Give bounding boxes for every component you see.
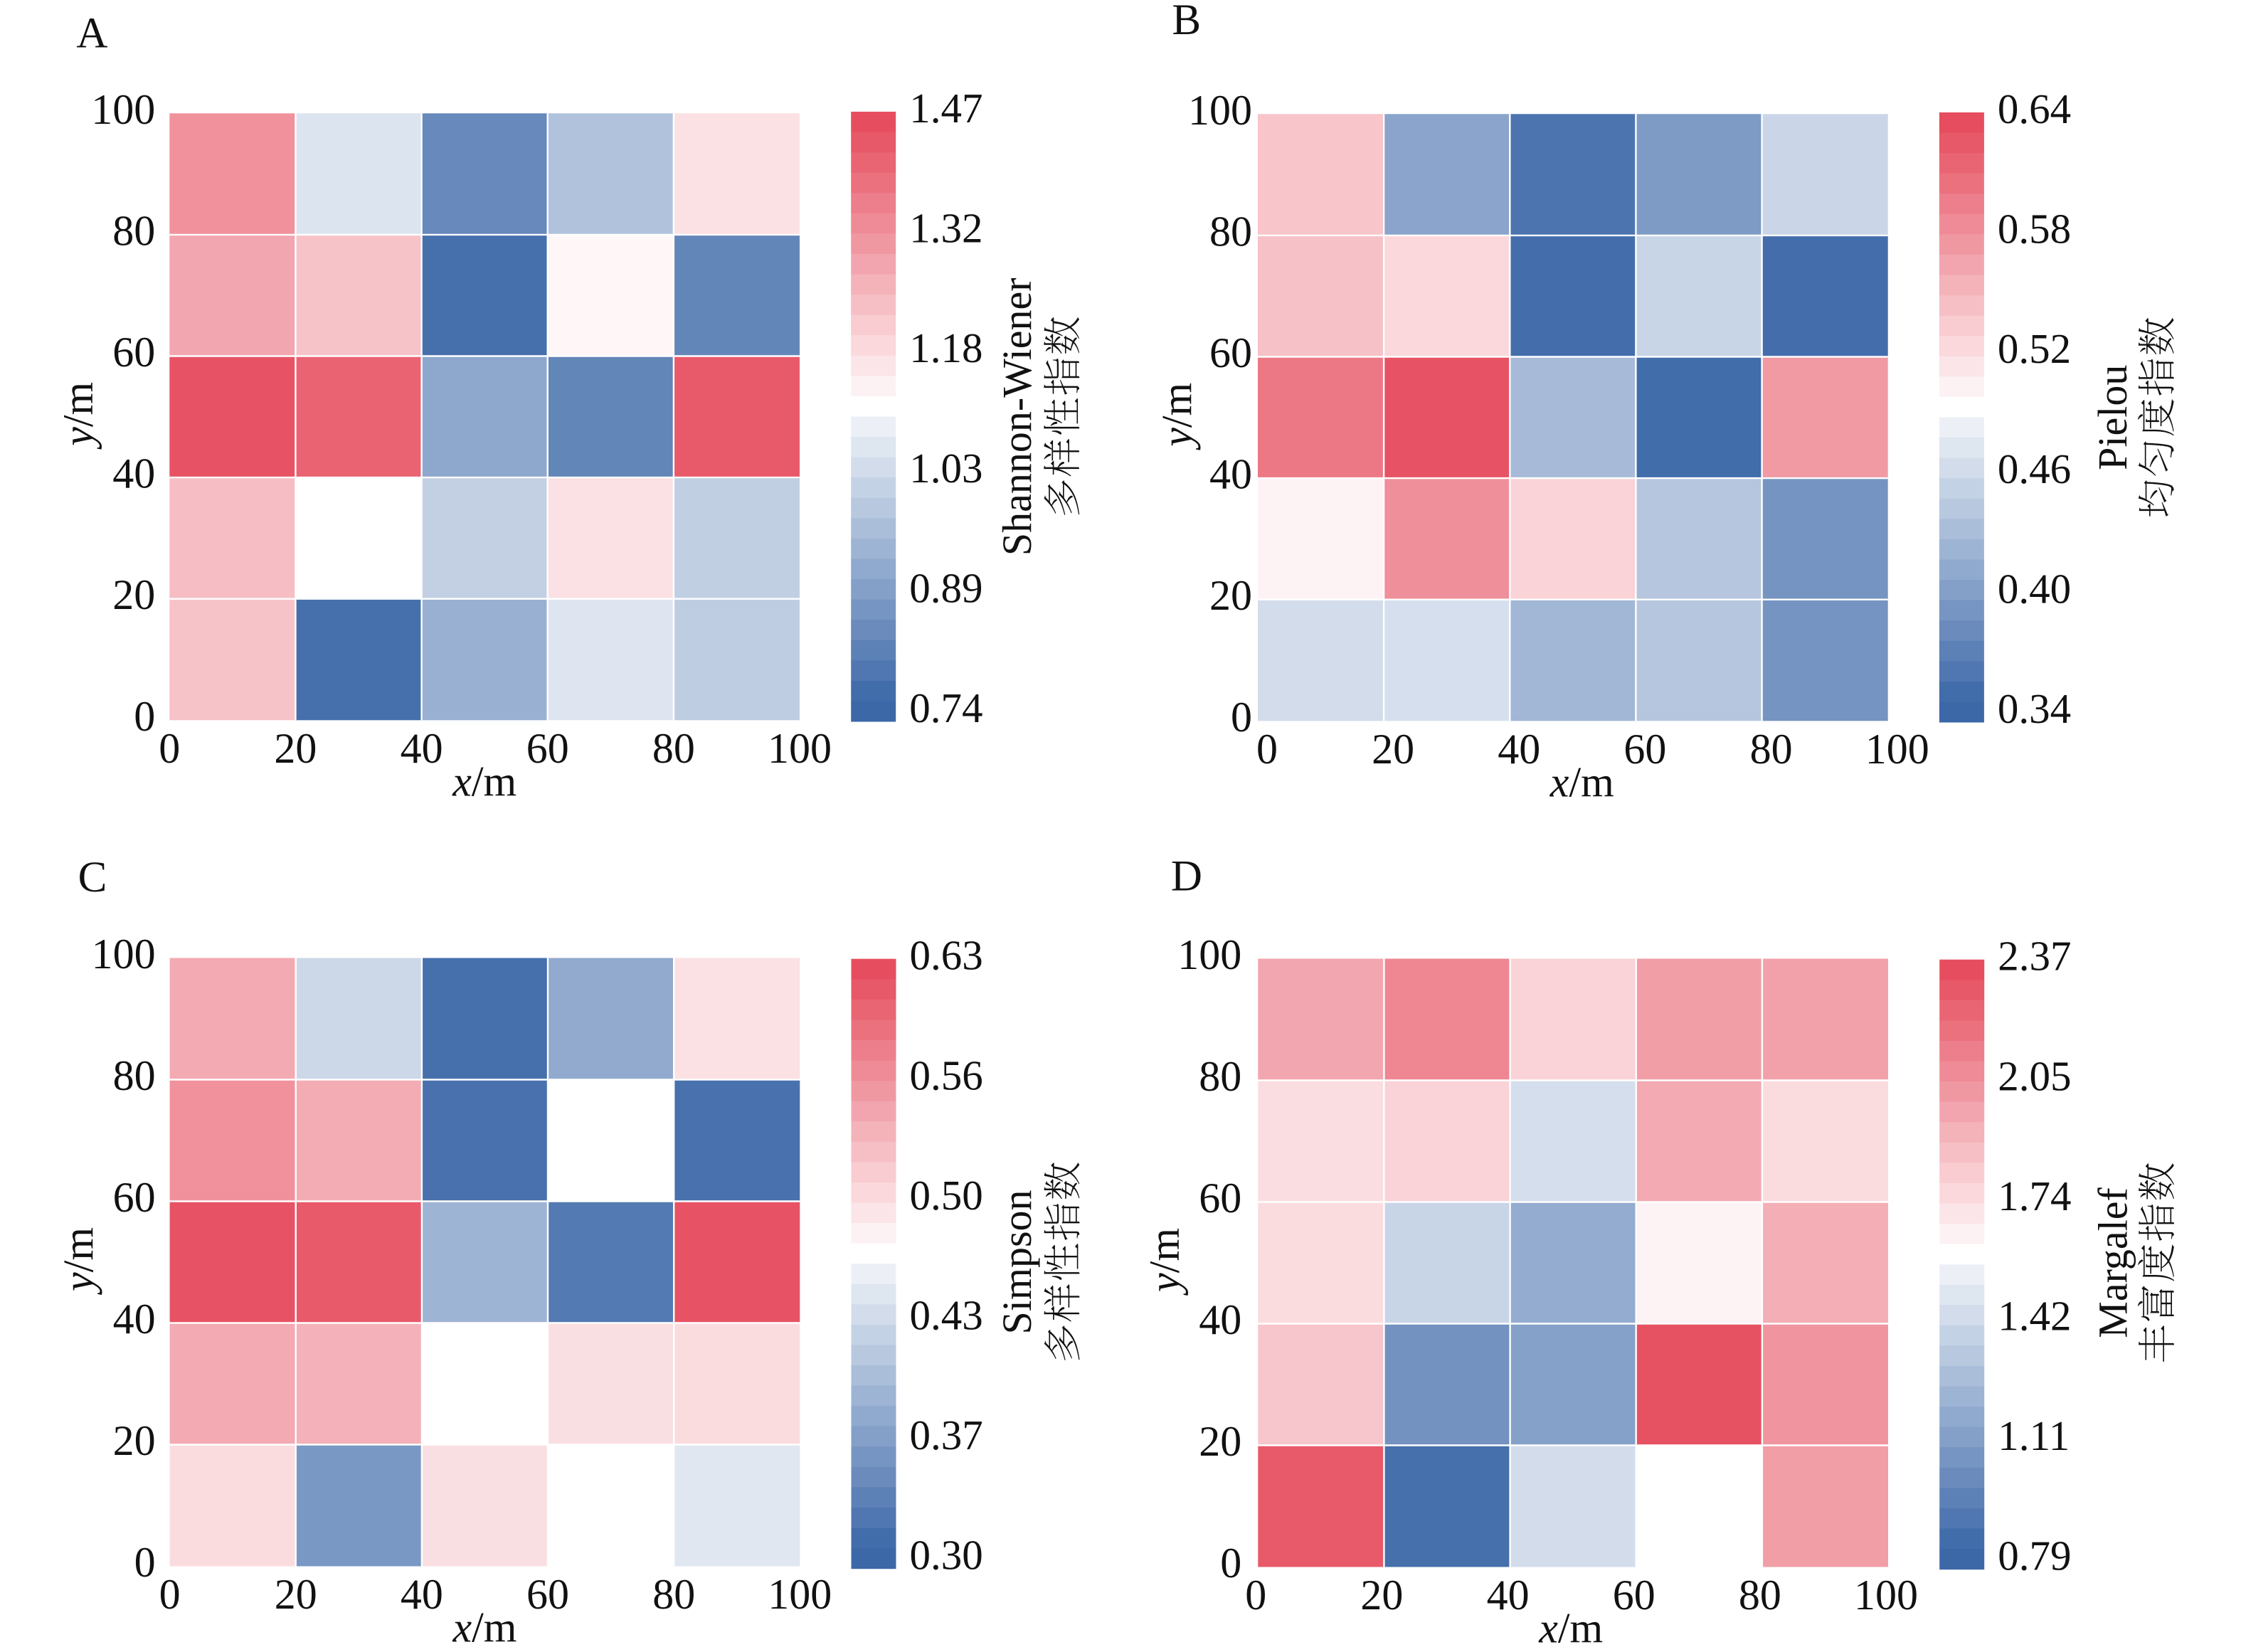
svg-text:Pielou: Pielou bbox=[2089, 365, 2136, 470]
svg-text:80: 80 bbox=[652, 725, 695, 772]
svg-text:100: 100 bbox=[1188, 87, 1252, 134]
svg-text:0.63: 0.63 bbox=[910, 932, 983, 979]
svg-text:40: 40 bbox=[1209, 451, 1252, 498]
svg-text:60: 60 bbox=[1623, 726, 1666, 773]
svg-text:60: 60 bbox=[526, 1571, 569, 1618]
svg-text:1.11: 1.11 bbox=[1998, 1412, 2070, 1459]
svg-text:60: 60 bbox=[113, 1174, 156, 1221]
svg-text:80: 80 bbox=[1739, 1572, 1781, 1619]
svg-text:Simpson: Simpson bbox=[994, 1190, 1040, 1334]
svg-text:60: 60 bbox=[1209, 329, 1252, 376]
svg-text:C: C bbox=[78, 854, 107, 901]
svg-text:0.74: 0.74 bbox=[909, 684, 982, 731]
svg-text:40: 40 bbox=[401, 1571, 443, 1618]
svg-text:100: 100 bbox=[1177, 931, 1241, 978]
svg-text:0.34: 0.34 bbox=[1998, 685, 2071, 732]
svg-text:0.50: 0.50 bbox=[910, 1172, 983, 1219]
svg-text:B: B bbox=[1172, 0, 1201, 44]
svg-text:0.58: 0.58 bbox=[1998, 206, 2071, 253]
svg-text:0.30: 0.30 bbox=[910, 1532, 983, 1579]
svg-text:20: 20 bbox=[1372, 726, 1414, 773]
svg-text:80: 80 bbox=[113, 1052, 156, 1099]
svg-text:80: 80 bbox=[112, 207, 155, 254]
svg-text:40: 40 bbox=[1199, 1296, 1241, 1343]
svg-text:0: 0 bbox=[1256, 726, 1278, 773]
svg-text:1.74: 1.74 bbox=[1998, 1172, 2071, 1219]
svg-text:0.64: 0.64 bbox=[1998, 85, 2071, 132]
svg-text:Shannon-Wiener: Shannon-Wiener bbox=[994, 277, 1040, 556]
svg-text:y/m: y/m bbox=[1141, 1228, 1188, 1296]
svg-text:y/m: y/m bbox=[55, 382, 102, 450]
svg-text:20: 20 bbox=[112, 571, 155, 618]
svg-text:60: 60 bbox=[1613, 1572, 1655, 1619]
svg-text:2.05: 2.05 bbox=[1998, 1052, 2071, 1099]
svg-text:100: 100 bbox=[91, 86, 155, 133]
svg-text:60: 60 bbox=[112, 329, 155, 376]
svg-text:20: 20 bbox=[275, 1571, 317, 1618]
svg-text:20: 20 bbox=[1360, 1572, 1403, 1619]
svg-text:x/m: x/m bbox=[1549, 758, 1614, 805]
svg-text:60: 60 bbox=[1199, 1175, 1241, 1222]
svg-text:40: 40 bbox=[401, 725, 443, 772]
svg-text:0.40: 0.40 bbox=[1998, 565, 2071, 612]
svg-text:D: D bbox=[1171, 853, 1202, 901]
svg-text:0.46: 0.46 bbox=[1998, 445, 2071, 492]
svg-text:20: 20 bbox=[1199, 1418, 1241, 1465]
svg-text:0: 0 bbox=[159, 725, 180, 772]
svg-text:1.42: 1.42 bbox=[1998, 1293, 2071, 1340]
svg-text:0: 0 bbox=[134, 693, 155, 740]
svg-text:40: 40 bbox=[112, 450, 155, 497]
svg-text:40: 40 bbox=[1498, 726, 1540, 773]
svg-text:0: 0 bbox=[134, 1539, 156, 1586]
svg-text:100: 100 bbox=[1854, 1572, 1918, 1619]
svg-text:0.56: 0.56 bbox=[910, 1052, 983, 1098]
svg-text:0: 0 bbox=[1231, 694, 1252, 741]
svg-text:Margalef: Margalef bbox=[2089, 1187, 2136, 1338]
svg-text:y/m: y/m bbox=[1154, 383, 1201, 451]
svg-text:100: 100 bbox=[92, 931, 156, 978]
svg-text:80: 80 bbox=[1750, 726, 1793, 773]
svg-text:40: 40 bbox=[113, 1296, 156, 1343]
svg-text:x/m: x/m bbox=[452, 758, 516, 805]
svg-text:0.79: 0.79 bbox=[1998, 1532, 2071, 1579]
svg-text:60: 60 bbox=[526, 725, 569, 772]
svg-text:20: 20 bbox=[113, 1417, 156, 1464]
svg-text:1.18: 1.18 bbox=[909, 324, 982, 371]
svg-text:0.43: 0.43 bbox=[910, 1292, 983, 1339]
svg-text:100: 100 bbox=[768, 1571, 832, 1618]
svg-text:0: 0 bbox=[159, 1571, 181, 1618]
svg-text:y/m: y/m bbox=[55, 1227, 102, 1296]
svg-text:1.32: 1.32 bbox=[909, 205, 982, 252]
svg-text:20: 20 bbox=[274, 725, 317, 772]
svg-text:100: 100 bbox=[768, 725, 832, 772]
svg-text:A: A bbox=[76, 9, 107, 57]
svg-text:80: 80 bbox=[1199, 1053, 1241, 1100]
svg-text:x/m: x/m bbox=[1538, 1605, 1603, 1652]
svg-text:0.52: 0.52 bbox=[1998, 325, 2071, 372]
svg-text:0: 0 bbox=[1245, 1572, 1266, 1619]
svg-text:1.47: 1.47 bbox=[909, 85, 982, 132]
svg-text:20: 20 bbox=[1209, 572, 1252, 619]
svg-text:1.03: 1.03 bbox=[909, 445, 982, 492]
svg-text:100: 100 bbox=[1865, 726, 1929, 773]
svg-text:0.89: 0.89 bbox=[909, 564, 982, 611]
svg-text:80: 80 bbox=[652, 1571, 695, 1618]
svg-text:0.37: 0.37 bbox=[910, 1412, 983, 1458]
svg-text:80: 80 bbox=[1209, 208, 1252, 255]
svg-text:2.37: 2.37 bbox=[1998, 933, 2071, 980]
svg-text:0: 0 bbox=[1220, 1540, 1241, 1587]
svg-text:x/m: x/m bbox=[452, 1604, 517, 1651]
svg-text:40: 40 bbox=[1487, 1572, 1530, 1619]
